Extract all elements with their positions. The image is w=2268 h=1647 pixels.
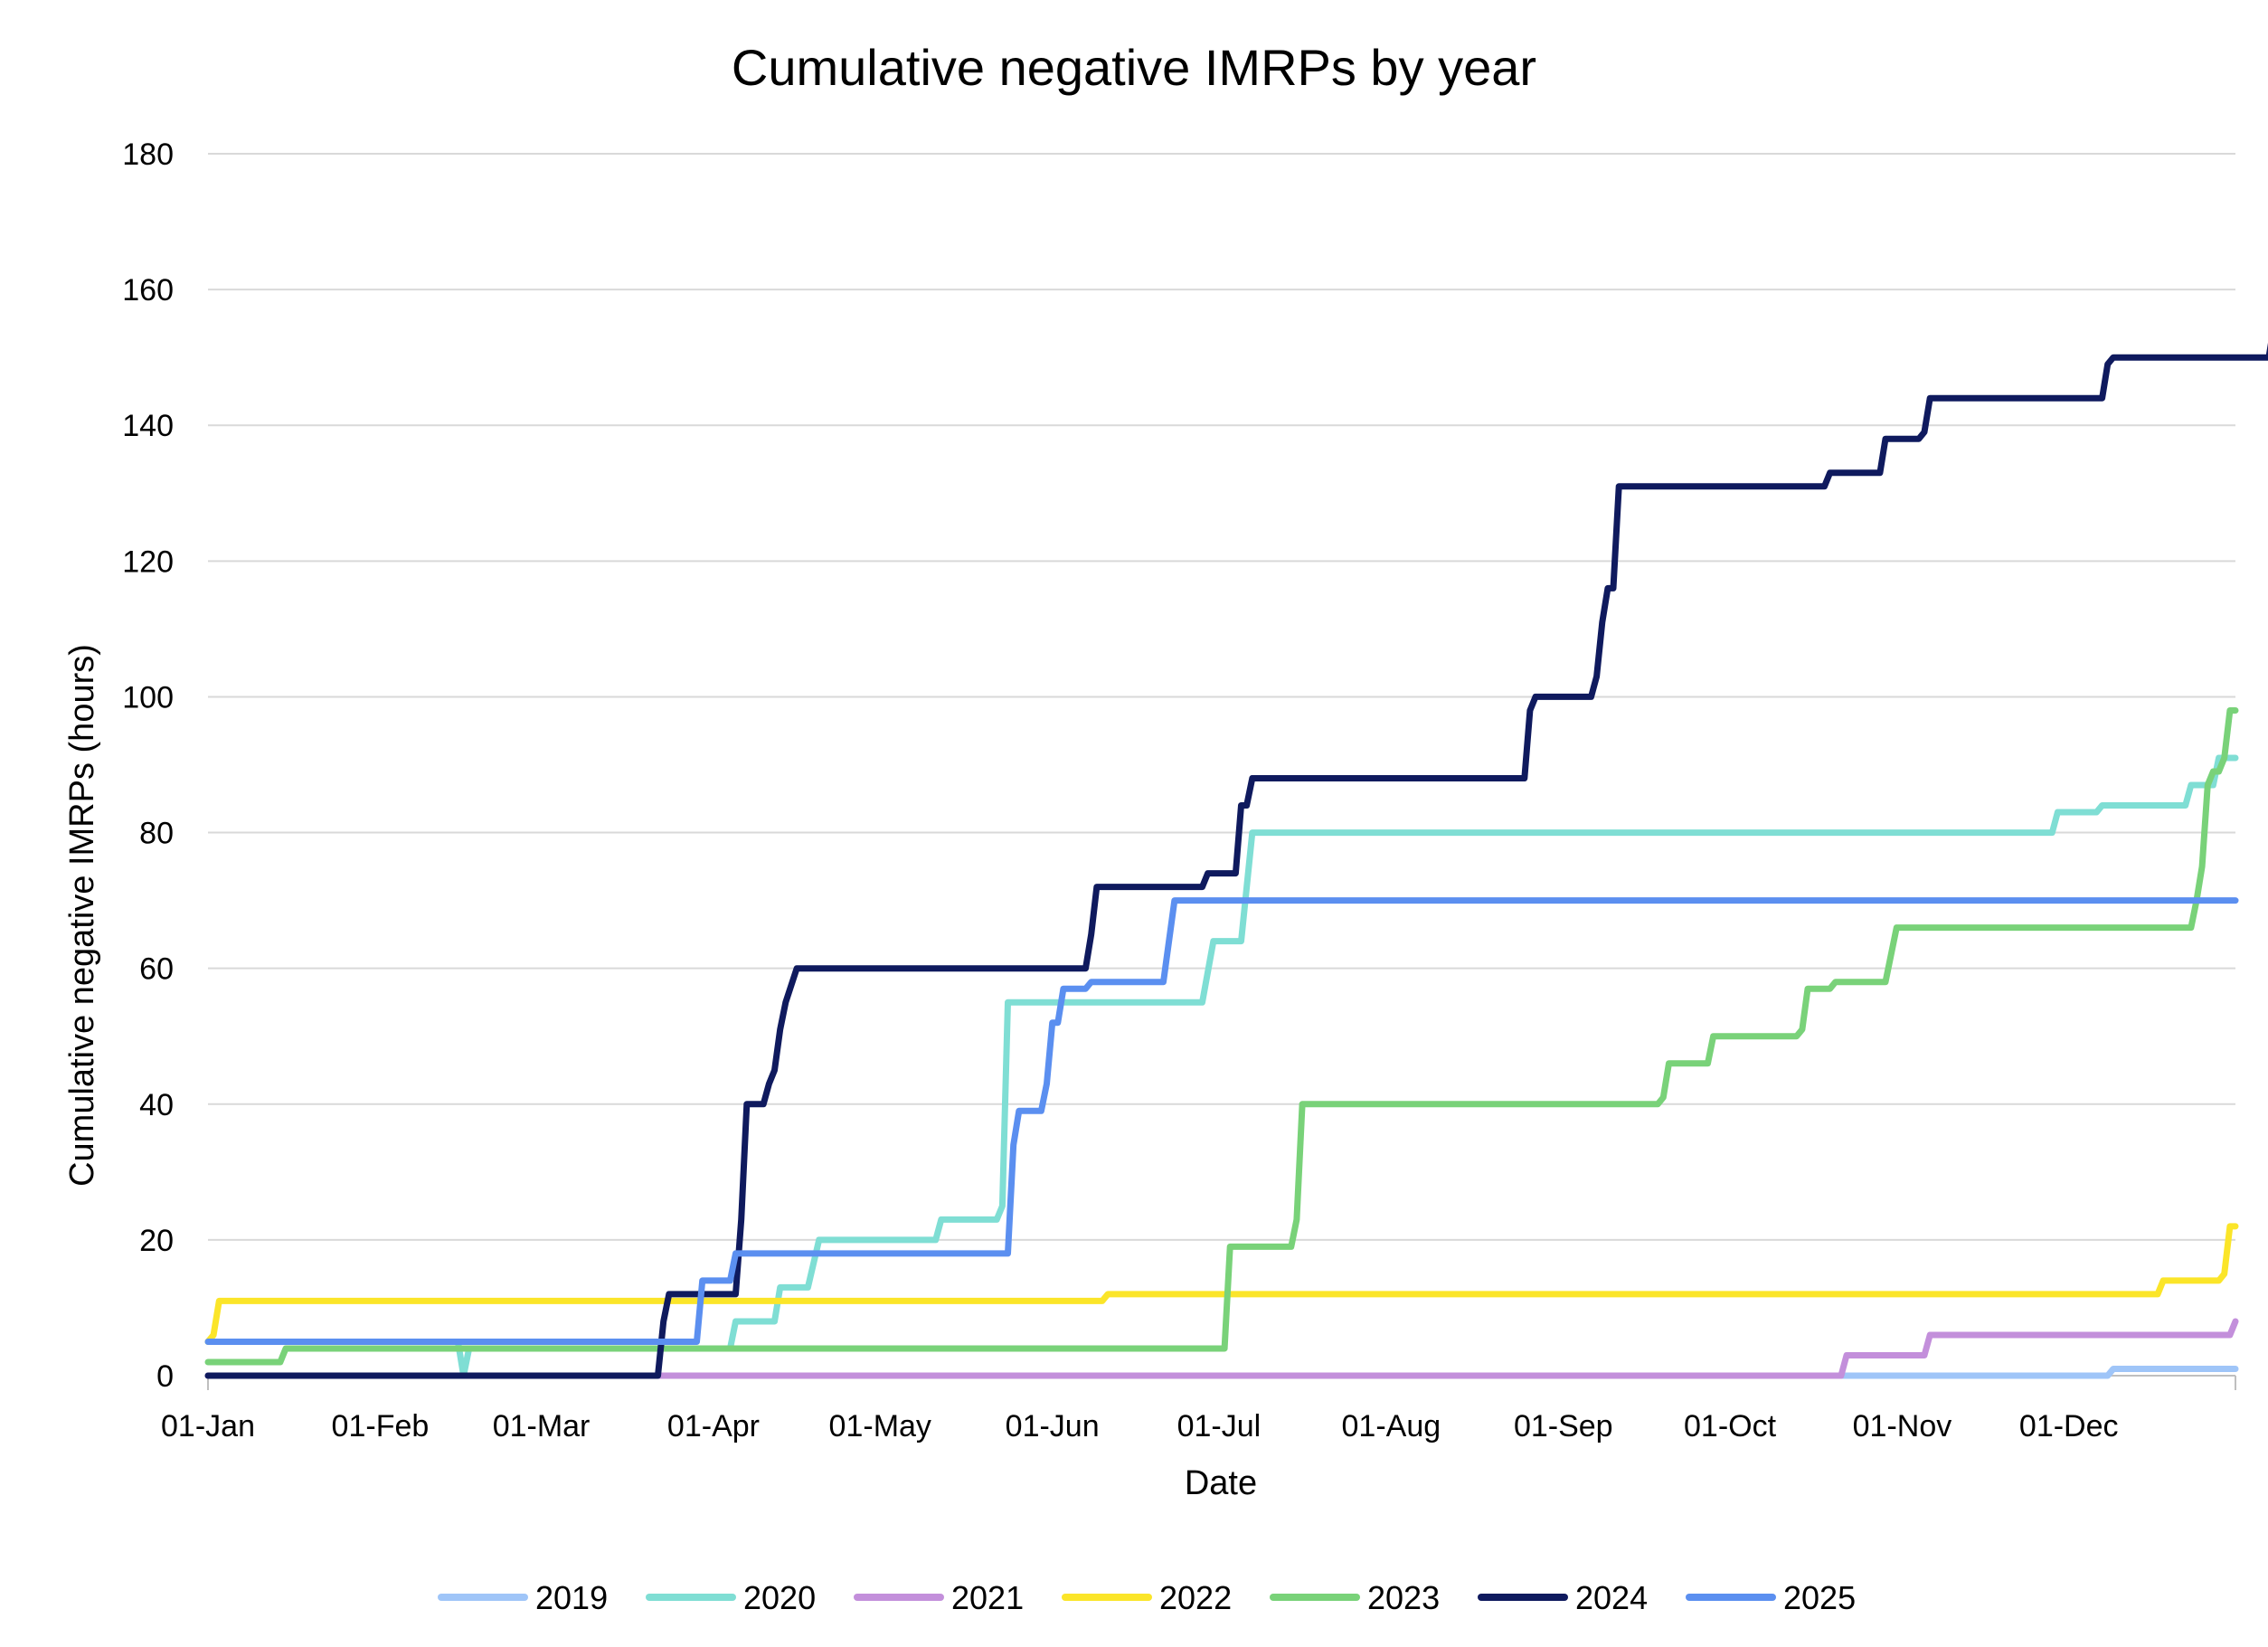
series-line-2023 bbox=[204, 707, 2239, 1366]
x-tick-label: 01-Oct bbox=[1684, 1409, 1777, 1443]
legend-item: 2021 bbox=[854, 1579, 1024, 1616]
x-tick-label: 01-Feb bbox=[332, 1409, 430, 1443]
x-tick-label: 01-Nov bbox=[1853, 1409, 1952, 1443]
legend: 2019 2020 2021 2022 2023 2024 2025 bbox=[438, 1579, 1856, 1616]
legend-item: 2023 bbox=[1270, 1579, 1440, 1616]
x-tick-label: 01-Dec bbox=[2019, 1409, 2119, 1443]
legend-label: 2023 bbox=[1367, 1579, 1440, 1616]
x-tick-label: 01-Jun bbox=[1006, 1409, 1100, 1443]
y-tick-label: 0 bbox=[156, 1359, 174, 1394]
y-tick-label: 100 bbox=[122, 680, 174, 715]
x-tick-label: 01-Apr bbox=[667, 1409, 760, 1443]
x-tick-label: 01-Jan bbox=[161, 1409, 255, 1443]
series-line-2024 bbox=[204, 342, 2268, 1379]
legend-item: 2025 bbox=[1686, 1579, 1856, 1616]
y-tick-label: 160 bbox=[122, 273, 174, 308]
series-lines bbox=[204, 342, 2268, 1379]
x-axis-ticks: 01-Jan 01-Feb 01-Mar 01-Apr 01-May 01-Jun 01-J… bbox=[161, 1376, 2236, 1443]
y-tick-label: 60 bbox=[139, 952, 174, 987]
legend-label: 2019 bbox=[535, 1579, 608, 1616]
series-line-2022 bbox=[204, 1223, 2239, 1345]
series-line-2020 bbox=[204, 754, 2239, 1379]
gridlines bbox=[208, 153, 2235, 1377]
series-line-2021 bbox=[204, 1318, 2239, 1379]
y-axis-ticks: 0 20 40 60 80 100 120 140 160 180 bbox=[122, 137, 174, 1394]
x-tick-label: 01-Jul bbox=[1177, 1409, 1262, 1443]
y-tick-label: 80 bbox=[139, 817, 174, 851]
legend-item: 2020 bbox=[646, 1579, 816, 1616]
x-axis-title: Date bbox=[1185, 1464, 1257, 1502]
y-tick-label: 40 bbox=[139, 1088, 174, 1122]
x-tick-label: 01-Aug bbox=[1342, 1409, 1441, 1443]
y-tick-label: 180 bbox=[122, 137, 174, 172]
legend-label: 2024 bbox=[1575, 1579, 1648, 1616]
y-tick-label: 20 bbox=[139, 1224, 174, 1258]
series-line-2025 bbox=[204, 897, 2239, 1345]
legend-label: 2025 bbox=[1783, 1579, 1856, 1616]
legend-item: 2019 bbox=[438, 1579, 608, 1616]
x-tick-label: 01-Mar bbox=[493, 1409, 591, 1443]
y-tick-label: 120 bbox=[122, 544, 174, 579]
chart-title: Cumulative negative IMRPs by year bbox=[732, 39, 1536, 96]
x-tick-label: 01-May bbox=[829, 1409, 931, 1443]
legend-item: 2022 bbox=[1062, 1579, 1232, 1616]
legend-label: 2020 bbox=[743, 1579, 816, 1616]
x-tick-label: 01-Sep bbox=[1514, 1409, 1613, 1443]
legend-label: 2021 bbox=[951, 1579, 1024, 1616]
legend-label: 2022 bbox=[1159, 1579, 1232, 1616]
legend-item: 2024 bbox=[1478, 1579, 1648, 1616]
y-axis-title: Cumulative negative IMRPs (hours) bbox=[63, 644, 101, 1187]
y-tick-label: 140 bbox=[122, 409, 174, 443]
